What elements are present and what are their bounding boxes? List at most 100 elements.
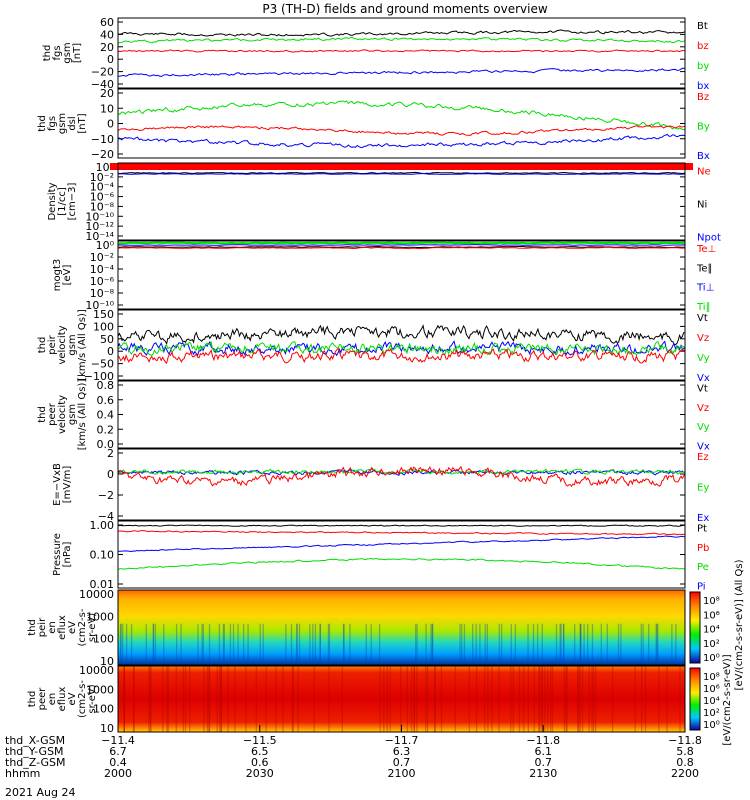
colorbar-tick-label: 10⁶ [703, 610, 720, 621]
spectrogram-streak [514, 623, 517, 665]
y-tick-label: 0 [107, 468, 114, 481]
y-tick-label: 10⁻¹⁰ [85, 210, 114, 223]
y-tick-label: 100 [93, 633, 114, 646]
spectrogram-streak [328, 666, 330, 732]
y-tick-label: 0.8 [97, 379, 115, 392]
series-Vy [118, 340, 685, 357]
x-tick-label: −11.4 [101, 734, 135, 747]
x-tick-label: 6.3 [393, 745, 411, 758]
spectrogram-streak [642, 623, 644, 665]
spectrogram-streak [461, 623, 463, 665]
legend-Bt: Bt [697, 21, 708, 32]
spectrogram-streak [588, 666, 590, 732]
legend-Ti⊥: Ti⊥ [696, 283, 714, 294]
legend-Ex: Ex [697, 513, 709, 524]
panel-frame [117, 448, 686, 521]
spectrogram-streak [675, 623, 677, 665]
panel-ylabel: thdpeirenefluxeV(cm2-s-sr-eV) [27, 608, 98, 646]
series-Pb [118, 529, 685, 536]
panel-frame [117, 240, 686, 310]
ylabel-line: (cm2-s- [77, 608, 88, 646]
x-tick-label: 6.7 [109, 745, 127, 758]
series-Pe [118, 557, 685, 570]
spectrogram-streak [120, 623, 122, 665]
spectrogram-streak [312, 623, 314, 665]
spectrogram-streak [468, 666, 470, 732]
colorbar-tick-label: 10⁴ [703, 625, 720, 636]
spectrogram-streak [538, 666, 540, 732]
y-tick-label: 20 [100, 87, 114, 100]
x-tick-label: 6.5 [251, 745, 269, 758]
spectrogram-streak [657, 623, 659, 665]
series-bx [118, 67, 685, 78]
spectrogram-streak [544, 666, 546, 732]
spectrogram-streak [282, 666, 284, 732]
spectrogram-streak [510, 623, 512, 665]
y-tick-label: 10⁻¹⁰ [85, 299, 114, 312]
spectrogram-streak [120, 623, 122, 665]
x-tick-label: 2130 [529, 767, 557, 780]
ylabel-line: eflux [57, 615, 68, 640]
spectrogram-streak [365, 623, 367, 665]
y-tick-label: 10⁻⁴ [90, 263, 115, 276]
y-tick-label: 10⁻⁶ [90, 191, 115, 204]
y-tick-label: 40 [100, 28, 114, 41]
spectrogram-streak [491, 666, 493, 732]
spectrogram-streak [431, 623, 433, 665]
series-Bx [118, 133, 685, 149]
colorbar-label-peer: [eV/(cm2-s-sr-eV)] [722, 654, 733, 745]
legend-by: by [697, 61, 709, 72]
legend-Vy: Vy [697, 422, 710, 433]
plot-title: P3 (TH-D) fields and ground moments over… [262, 2, 547, 16]
spectrogram-streak [518, 666, 521, 732]
spectrogram-streak [123, 666, 125, 732]
panel-frame [117, 88, 686, 159]
spectrogram-streak [298, 623, 301, 665]
spectrogram-streak [536, 623, 539, 665]
panel-content [118, 100, 685, 149]
x-tick-label: −11.5 [243, 734, 277, 747]
spectrogram-streak [498, 666, 500, 732]
y-tick-label: −10 [91, 133, 114, 146]
spectrogram-streak [550, 666, 552, 732]
spectrogram-streak [640, 623, 642, 665]
ylabel-line: [nT] [72, 43, 83, 63]
series-Ez [118, 465, 685, 488]
panel-content [118, 590, 685, 665]
spectrogram-streak [290, 623, 293, 665]
y-tick-label: 10 [100, 722, 114, 735]
x-tick-label: 2200 [671, 767, 699, 780]
panel-ylabel: Pressure[nPa] [52, 533, 73, 576]
spectrogram-streak [167, 666, 169, 732]
series-Ni [118, 171, 685, 175]
date-label: 2021 Aug 24 [5, 786, 75, 799]
spectrogram-streak [154, 623, 157, 665]
spectrogram-streak [223, 623, 225, 665]
spectrogram-streak [152, 623, 155, 665]
series-Te-perp [118, 246, 685, 250]
ylabel-line: peir [47, 334, 58, 354]
ylabel-line: [nPa] [62, 541, 73, 567]
y-tick-label: 1000 [86, 610, 114, 623]
spectrogram-streak [416, 623, 418, 665]
y-tick-label: 10⁻⁴ [90, 181, 115, 194]
y-tick-label: 10⁻⁸ [90, 287, 115, 300]
ylabel-line: sr-eV) [87, 613, 98, 642]
legend-Vt: Vt [697, 384, 708, 395]
panel-content [118, 666, 685, 732]
y-tick-label: 0.6 [97, 394, 115, 407]
spectrogram-streak [237, 623, 239, 665]
series-By [118, 100, 685, 131]
spectrogram-streak [255, 666, 257, 732]
spectrogram-streak [201, 623, 203, 665]
x-tick-label: 5.8 [676, 745, 694, 758]
spectrogram-streak [247, 623, 249, 665]
y-tick-label: 10⁻¹² [85, 220, 114, 233]
legend-Ne: Ne [697, 166, 711, 177]
spectrogram-streak [580, 623, 582, 665]
spectrogram-streak [644, 666, 647, 732]
y-tick-label: 150 [93, 308, 114, 321]
spectrogram-streak [587, 623, 589, 665]
ylabel-line: gsm [67, 404, 78, 425]
